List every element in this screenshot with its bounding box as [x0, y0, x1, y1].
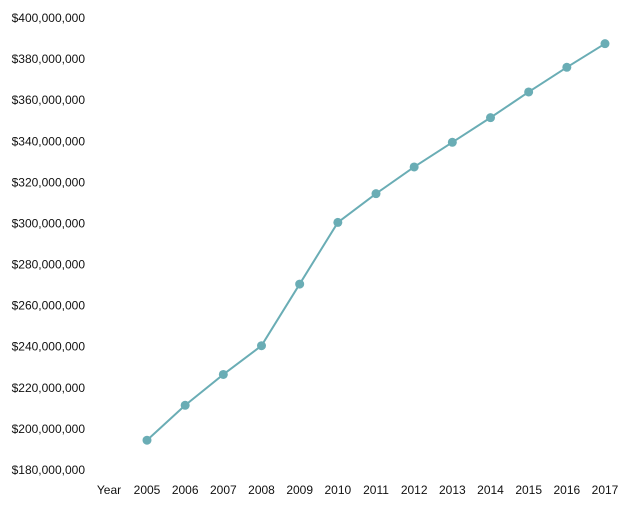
data-point[interactable]: [218, 369, 228, 379]
data-point[interactable]: [409, 162, 419, 172]
y-tick-label: $320,000,000: [12, 175, 86, 189]
data-point[interactable]: [447, 137, 457, 147]
series-group: [142, 39, 610, 445]
x-tick-label: 2008: [248, 483, 275, 497]
x-tick-label: 2011: [363, 483, 389, 497]
series-line: [146, 42, 606, 441]
x-axis-title: Year: [97, 483, 121, 497]
y-tick-label: $180,000,000: [12, 463, 86, 477]
y-tick-label: $240,000,000: [12, 340, 86, 354]
x-tick-label: 2012: [401, 483, 428, 497]
y-tick-label: $340,000,000: [12, 134, 86, 148]
data-point[interactable]: [524, 87, 534, 97]
data-point[interactable]: [562, 62, 572, 72]
data-point[interactable]: [180, 400, 190, 410]
x-tick-label: 2010: [324, 483, 351, 497]
data-point[interactable]: [295, 279, 305, 289]
x-tick-label: 2017: [592, 483, 619, 497]
x-tick-label: 2013: [439, 483, 466, 497]
x-tick-label: 2014: [477, 483, 504, 497]
y-tick-label: $380,000,000: [12, 52, 86, 66]
x-axis-ticks: Year 2005 2006 2007 2008 2009 2010 2011 2012 201…: [97, 483, 619, 497]
data-point[interactable]: [371, 189, 381, 199]
x-tick-label: 2016: [553, 483, 580, 497]
y-tick-label: $220,000,000: [12, 381, 86, 395]
y-tick-label: $360,000,000: [12, 93, 86, 107]
y-tick-label: $280,000,000: [12, 258, 86, 272]
data-point[interactable]: [600, 39, 610, 49]
y-tick-label: $200,000,000: [12, 422, 86, 436]
data-point[interactable]: [257, 341, 266, 351]
x-tick-label: 2015: [515, 483, 542, 497]
y-tick-label: $400,000,000: [12, 11, 86, 25]
y-tick-label: $300,000,000: [12, 216, 86, 230]
x-tick-label: 2005: [134, 483, 161, 497]
y-axis-ticks: $180,000,000 $200,000,000 $220,000,000 $240…: [12, 11, 86, 477]
x-tick-label: 2009: [286, 483, 313, 497]
data-point[interactable]: [486, 113, 495, 123]
x-tick-label: 2006: [172, 483, 199, 497]
x-tick-label: 2007: [210, 483, 237, 497]
data-point[interactable]: [142, 435, 152, 445]
y-tick-label: $260,000,000: [12, 299, 86, 313]
data-point[interactable]: [333, 217, 343, 227]
